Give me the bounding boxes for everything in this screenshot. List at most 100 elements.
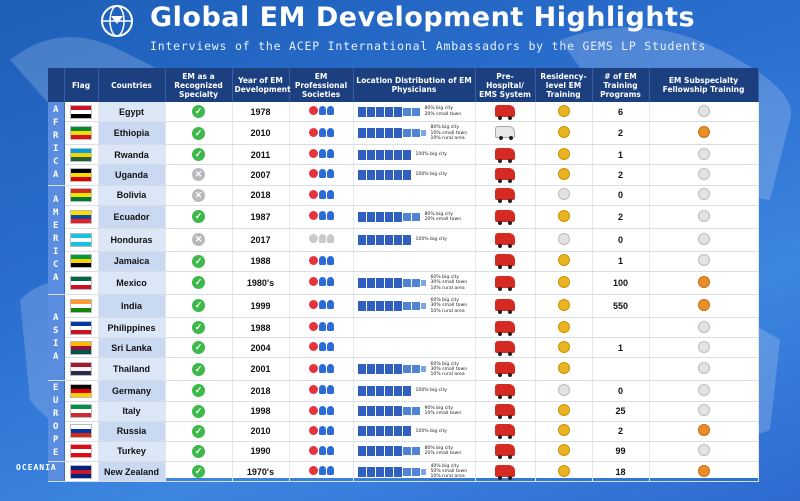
- societies-icon: [308, 445, 334, 455]
- recognized-cell: ✓: [165, 421, 233, 442]
- societies-icon: [308, 363, 334, 373]
- programs-cell: 99: [592, 441, 650, 463]
- location-distribution-text: 80% big city 20% small town: [425, 106, 462, 116]
- location-cell: 90% big city 10% small town: [353, 401, 476, 422]
- programs-cell: 0: [592, 185, 650, 206]
- societies-icon: [308, 425, 334, 435]
- programs-cell: 0: [592, 380, 650, 402]
- table-row: Russia ✓ 2010 100% big city 2: [48, 421, 759, 442]
- region-letter: P: [53, 435, 59, 446]
- check-icon: ✓: [192, 404, 205, 418]
- award-ribbon-icon: [697, 147, 710, 160]
- residency-cell: [535, 164, 593, 186]
- flag-cell: [64, 164, 99, 186]
- location-line: 80% big city: [424, 106, 454, 112]
- location-line: 80% big city: [424, 446, 454, 452]
- programs-cell: 1: [592, 337, 650, 359]
- flag-cell: [64, 401, 99, 422]
- ambulance-icon: [495, 383, 515, 399]
- ems-cell: [475, 228, 536, 252]
- flag-cell: [64, 228, 99, 252]
- country-name: Italy: [98, 401, 166, 422]
- medal-icon: [557, 444, 570, 457]
- table-row: Mexico ✓ 1980's 60% big city 30% small town 1…: [48, 271, 759, 295]
- location-line: 20% small town: [424, 451, 462, 457]
- flag-cell: [64, 421, 99, 442]
- year-cell: 1998: [232, 401, 290, 422]
- societies-cell: [289, 251, 354, 272]
- fellowship-cell: [649, 357, 759, 382]
- location-cell: [353, 251, 476, 272]
- flag-cell: [64, 317, 99, 339]
- societies-icon: [308, 211, 334, 221]
- location-cell: 80% big city 20% small town: [353, 205, 476, 229]
- table-row: Italy ✓ 1998 90% big city 10% small town 25: [48, 401, 759, 422]
- flag-icon: [70, 362, 92, 377]
- ambulance-icon: [495, 167, 515, 183]
- year-cell: 2007: [232, 164, 290, 186]
- column-header-location: Location Distribution of EM Physicians: [353, 68, 476, 102]
- fellowship-cell: [649, 271, 759, 295]
- flag-cell: [64, 271, 99, 295]
- ems-cell: [475, 251, 536, 272]
- region-label: [48, 461, 65, 483]
- flag-icon: [70, 147, 92, 162]
- recognized-cell: ✓: [165, 337, 233, 359]
- region-letter: M: [53, 208, 59, 219]
- location-line: 80% big city: [424, 211, 454, 217]
- region-letter: A: [53, 312, 59, 323]
- ambulance-icon: [495, 362, 515, 378]
- ambulance-icon: [495, 320, 515, 336]
- programs-cell: 100: [592, 271, 650, 295]
- medal-icon: [557, 464, 570, 477]
- page-title: Global EM Development Highlights: [150, 2, 696, 33]
- award-ribbon-icon: [697, 320, 710, 333]
- location-buildings-icon: 80% big city 20% small town: [354, 446, 475, 457]
- fellowship-cell: [649, 294, 759, 318]
- programs-cell: 2: [592, 164, 650, 186]
- societies-icon: [308, 127, 334, 137]
- ems-cell: [475, 144, 536, 166]
- ambulance-icon: [495, 147, 515, 163]
- location-buildings-icon: 100% big city: [354, 385, 475, 396]
- table-row: Thailand ✓ 2001 60% big city 30% small town 1…: [48, 357, 759, 382]
- column-header-societies: EM Professional Societies: [289, 68, 354, 102]
- residency-cell: [535, 441, 593, 463]
- location-line: 90% big city: [424, 405, 454, 411]
- flag-icon: [70, 104, 92, 119]
- region-letter: I: [53, 247, 59, 258]
- fellowship-cell: [649, 337, 759, 359]
- societies-icon: [308, 277, 334, 287]
- ambulance-icon: [495, 126, 515, 141]
- column-header-recognized: EM as a Recognized Specialty: [165, 68, 233, 102]
- medal-icon: [557, 126, 570, 139]
- societies-cell: [289, 144, 354, 166]
- flag-icon: [70, 383, 92, 398]
- award-ribbon-icon: [697, 209, 710, 222]
- ambulance-icon: [495, 232, 515, 248]
- location-line: 100% big city: [415, 152, 447, 158]
- location-distribution-text: 80% big city 10% small town 10% rural area: [431, 125, 468, 141]
- check-icon: ✓: [192, 105, 205, 119]
- region-letter: R: [53, 131, 59, 142]
- column-header-fellowship: EM Subspecialty Fellowship Training: [649, 68, 759, 102]
- country-name: Uganda: [98, 164, 166, 186]
- ambulance-icon: [495, 104, 515, 120]
- location-line: 60% big city: [430, 298, 460, 304]
- location-line: 20% small town: [424, 111, 462, 117]
- location-line: 30% small town: [430, 280, 468, 286]
- award-ribbon-icon: [697, 126, 710, 139]
- country-name: Germany: [98, 380, 166, 402]
- ambulance-icon: [495, 188, 515, 204]
- ems-cell: [475, 421, 536, 442]
- ems-cell: [475, 121, 536, 146]
- flag-cell: [64, 251, 99, 272]
- award-ribbon-icon: [697, 188, 710, 201]
- societies-cell: [289, 401, 354, 422]
- ambulance-icon: [495, 404, 515, 420]
- year-cell: 1970's: [232, 461, 290, 483]
- ambulance-icon: [495, 464, 515, 480]
- location-cell: 60% big city 30% small town 10% rural area: [353, 357, 476, 382]
- location-buildings-icon: 80% big city 10% small town 10% rural area: [354, 125, 475, 141]
